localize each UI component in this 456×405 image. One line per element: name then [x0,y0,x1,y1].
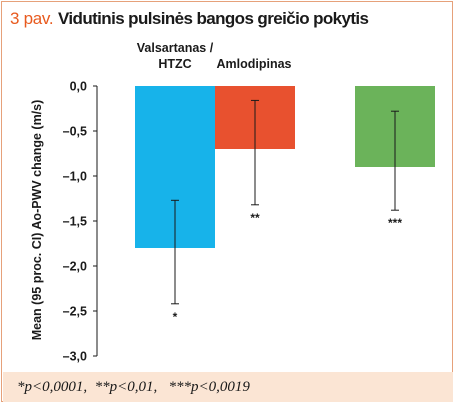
y-tick-label: –2,0 [63,260,87,274]
category-label-line: HTZC [158,57,191,71]
figure-title-text: Vidutinis pulsinės bangos greičio pokyti… [57,9,369,28]
y-tick-label: –2,5 [63,305,87,319]
bar-chart: *** *** 0,0–0,5–1,0–1,5–2,0–2,5–3,0 Valsa… [30,41,435,364]
category-labels: Valsartanas / HTZC Amlodipinas [137,41,292,71]
significance-mark-2: ** [250,211,260,225]
y-tick-label: –0,5 [63,125,87,139]
y-tick-label: –1,5 [63,215,87,229]
category-label-line: Valsartanas / [137,41,214,55]
y-tick-label: –1,0 [63,170,87,184]
error-bars-layer: *** *** [171,99,402,324]
category-label-line: Amlodipinas [216,57,291,71]
significance-mark-3: *** [388,216,402,230]
y-tick-label: 0,0 [70,80,87,94]
footnote-bar: *p<0,0001, **p<0,01, ***p<0,0019 [3,372,453,402]
y-tick-label: –3,0 [63,350,87,364]
footnote-text: *p<0,0001, **p<0,01, ***p<0,0019 [17,379,250,395]
y-axis-label: Mean (95 proc. CI) Ao-PWV change (m/s) [30,100,44,341]
category-label-1: Valsartanas / HTZC [137,41,214,71]
y-axis: 0,0 –0,5 –1,0 –1,5 –2,0 –2,5 –3,0 [63,80,98,364]
category-label-2: Amlodipinas [216,57,291,71]
figure-title: 3 pav. Vidutinis pulsinės bangos greičio… [10,8,369,30]
significance-mark-1: * [173,310,178,324]
figure-number: 3 pav. [10,9,54,28]
